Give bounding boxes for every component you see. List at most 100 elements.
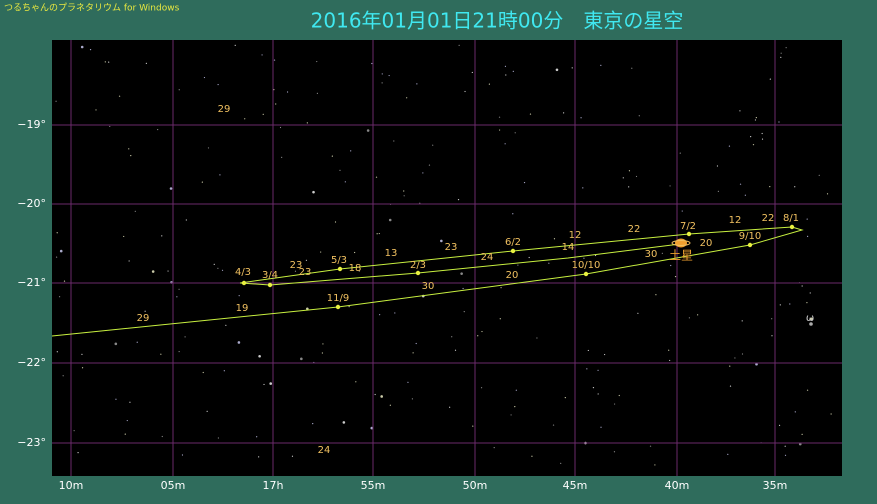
star — [370, 426, 374, 430]
star — [807, 235, 809, 237]
star — [273, 89, 275, 91]
star — [761, 138, 764, 140]
star — [348, 306, 350, 308]
star — [564, 396, 566, 399]
star — [55, 100, 57, 102]
star — [780, 56, 782, 58]
star — [697, 314, 699, 316]
date-label: 13 — [385, 248, 398, 259]
star — [597, 369, 599, 371]
star — [457, 199, 460, 201]
star — [515, 389, 517, 391]
star — [300, 357, 303, 361]
star — [462, 287, 464, 290]
star — [563, 112, 565, 114]
star — [449, 406, 451, 408]
star — [312, 190, 315, 194]
star — [178, 350, 180, 353]
star — [185, 219, 187, 221]
dec-label: −22° — [17, 356, 46, 369]
star — [381, 73, 383, 75]
star — [500, 287, 502, 289]
star — [755, 117, 757, 119]
ra-label: 10m — [59, 479, 84, 492]
star — [451, 336, 453, 338]
star — [555, 68, 559, 72]
star — [275, 103, 277, 105]
star — [631, 67, 633, 69]
date-label: 12 — [569, 230, 582, 241]
star — [378, 232, 380, 235]
star — [481, 330, 483, 333]
path-dot — [686, 231, 692, 237]
path-dot — [583, 271, 589, 277]
star — [785, 47, 787, 49]
star — [178, 288, 180, 290]
star — [517, 264, 519, 266]
star — [342, 421, 346, 424]
path-dot — [337, 266, 343, 272]
date-label: 2/3 — [410, 260, 426, 271]
star — [422, 172, 424, 174]
star — [794, 411, 796, 413]
star — [784, 454, 787, 456]
star — [407, 381, 409, 383]
star — [504, 143, 506, 145]
star — [269, 382, 273, 385]
star — [769, 78, 771, 80]
star — [806, 389, 809, 391]
star — [403, 190, 405, 192]
date-label: 18 — [349, 263, 362, 274]
star — [523, 181, 526, 184]
star — [801, 433, 803, 435]
star — [406, 97, 408, 99]
star — [604, 353, 606, 356]
star — [809, 292, 811, 294]
star — [635, 175, 638, 178]
star — [389, 404, 391, 406]
ra-label: 05m — [161, 479, 186, 492]
star — [291, 455, 294, 457]
star — [771, 318, 773, 320]
star — [160, 353, 162, 355]
star — [221, 269, 224, 271]
star — [750, 136, 752, 138]
star — [169, 187, 173, 190]
star — [320, 251, 322, 253]
star — [600, 426, 602, 428]
star — [58, 296, 61, 298]
path-dot — [335, 304, 341, 310]
star — [498, 129, 501, 131]
star-label: 24 — [318, 445, 331, 456]
star — [286, 91, 289, 93]
star — [207, 147, 210, 149]
star — [628, 186, 630, 188]
star — [145, 62, 147, 64]
date-label: 22 — [762, 213, 775, 224]
star — [810, 317, 813, 321]
star — [109, 125, 111, 128]
star — [464, 90, 466, 93]
star — [739, 110, 741, 112]
star — [440, 239, 443, 243]
star — [223, 370, 225, 372]
star — [729, 385, 732, 387]
path-dot — [789, 224, 795, 230]
star — [261, 54, 263, 56]
star — [134, 210, 136, 212]
star — [463, 311, 465, 313]
star — [734, 357, 736, 359]
star — [354, 251, 356, 254]
star — [806, 302, 808, 304]
star — [571, 67, 573, 69]
star — [655, 294, 657, 296]
saturn-ring — [671, 240, 691, 246]
star — [316, 92, 318, 95]
star — [219, 174, 221, 176]
star — [322, 343, 324, 345]
date-label: 29 — [137, 313, 150, 324]
star — [213, 263, 215, 265]
star — [592, 387, 595, 389]
star — [752, 144, 755, 146]
star — [528, 256, 530, 259]
